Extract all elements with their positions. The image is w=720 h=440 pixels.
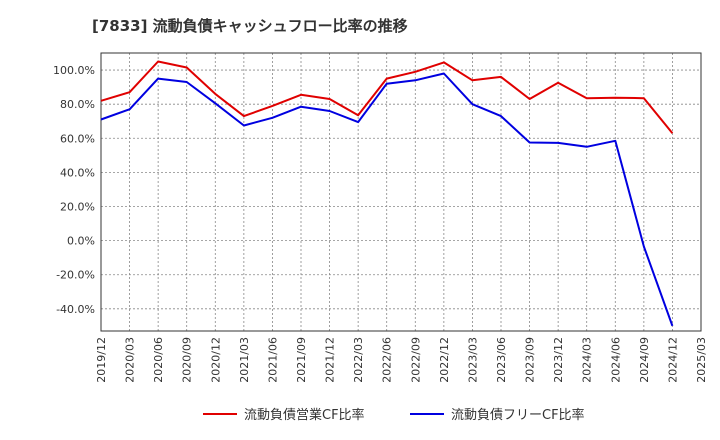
y-tick-label: 80.0% — [60, 98, 95, 111]
x-tick-label: 2019/12 — [95, 337, 108, 383]
x-tick-label: 2024/06 — [609, 337, 622, 383]
legend-label-2: 流動負債フリーCF比率 — [451, 407, 585, 423]
y-tick-label: 60.0% — [60, 132, 95, 145]
y-tick-label: 40.0% — [60, 166, 95, 179]
x-tick-label: 2021/12 — [324, 337, 337, 383]
x-tick-label: 2021/06 — [266, 337, 279, 383]
x-tick-label: 2024/03 — [581, 337, 594, 383]
y-tick-label: -20.0% — [56, 269, 95, 282]
x-tick-label: 2022/09 — [409, 337, 422, 383]
x-tick-labels: 2019/12 2020/03 2020/06 2020/09 2020/12 2021/… — [95, 337, 708, 383]
x-tick-label: 2024/12 — [666, 337, 679, 383]
y-tick-label: 0.0% — [67, 235, 95, 248]
x-tick-label: 2020/03 — [124, 337, 137, 383]
y-tick-label: 20.0% — [60, 200, 95, 213]
x-tick-label: 2023/03 — [466, 337, 479, 383]
x-tick-label: 2022/12 — [438, 337, 451, 383]
x-tick-label: 2023/12 — [552, 337, 565, 383]
x-tick-label: 2024/09 — [638, 337, 651, 383]
legend-label-1: 流動負債営業CF比率 — [244, 407, 365, 423]
x-tick-label: 2020/12 — [209, 337, 222, 383]
y-tick-label: 100.0% — [53, 64, 95, 77]
y-tick-label: -40.0% — [56, 303, 95, 316]
series-group — [100, 60, 674, 327]
x-tick-label: 2023/09 — [524, 337, 537, 383]
x-tick-label: 2020/09 — [181, 337, 194, 383]
grid — [101, 53, 701, 331]
x-tick-label: 2022/03 — [352, 337, 365, 383]
y-tick-labels: 100.0% 80.0% 60.0% 40.0% 20.0% 0.0% -20.0% -40.… — [53, 64, 95, 316]
series-line-1 — [100, 60, 674, 134]
x-tick-label: 2021/09 — [295, 337, 308, 383]
chart-title: [7833] 流動負債キャッシュフロー比率の推移 — [92, 17, 408, 35]
x-tick-label: 2020/06 — [152, 337, 165, 383]
x-tick-label: 2023/06 — [495, 337, 508, 383]
x-tick-label: 2025/03 — [695, 337, 708, 383]
axes — [100, 52, 702, 332]
legend: 流動負債営業CF比率 流動負債フリーCF比率 — [203, 407, 585, 423]
x-tick-label: 2022/06 — [381, 337, 394, 383]
x-tick-label: 2021/03 — [238, 337, 251, 383]
plot-frame — [100, 52, 702, 332]
series-line-2 — [100, 72, 674, 327]
